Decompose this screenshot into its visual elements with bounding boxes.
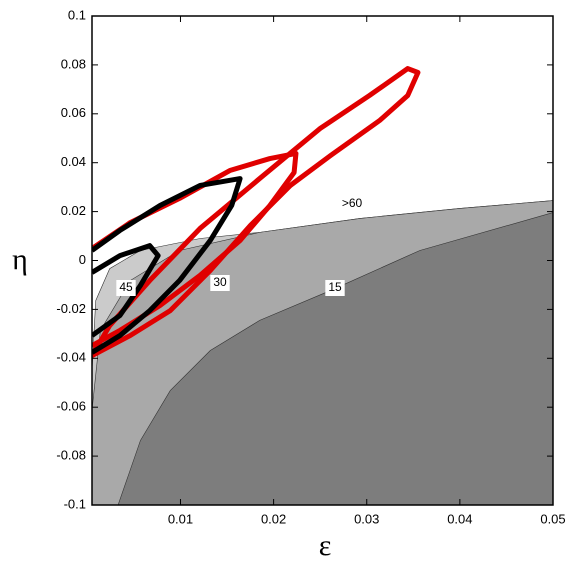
axes: 0.01 0.02 0.03 0.04 0.05 -0.1 -0.08 -0.06 -0.04 -… [56,7,565,526]
x-axis-label: ε [319,529,332,562]
x-tick-label: 0.02 [261,511,286,526]
contour-label: 15 [328,280,342,294]
y-tick-label: -0.04 [56,350,86,365]
region-fill [118,212,553,505]
y-tick-label: -0.08 [56,448,86,463]
x-tick-label: 0.01 [168,511,193,526]
x-tick-label: 0.05 [540,511,565,526]
region-boundary [117,212,553,505]
y-tick-label: 0.06 [61,105,86,120]
y-tick-label: -0.02 [56,301,86,316]
plot-area: >60 45 30 15 [92,16,553,505]
y-tick-label: 0 [79,252,86,267]
y-tick-label: 0.1 [68,7,86,22]
contour-line [92,243,161,338]
contour-label-box [210,275,230,291]
contour-line [92,176,243,355]
contour-label-box [325,280,345,296]
contour-label-box [116,280,136,296]
y-tick-label: 0.08 [61,56,86,71]
contour-label: >60 [342,196,363,210]
y-tick-label: -0.1 [64,496,86,511]
contour-label: 30 [213,275,227,289]
y-tick-label: -0.06 [56,399,86,414]
contour-label: 45 [119,280,133,294]
y-tick-label: 0.04 [61,154,86,169]
y-tick-label: 0.02 [61,203,86,218]
region-boundary [92,200,553,411]
x-tick-label: 0.03 [354,511,379,526]
y-axis-label: η [12,243,28,276]
contour-line [92,66,421,358]
x-tick-label: 0.04 [447,511,472,526]
